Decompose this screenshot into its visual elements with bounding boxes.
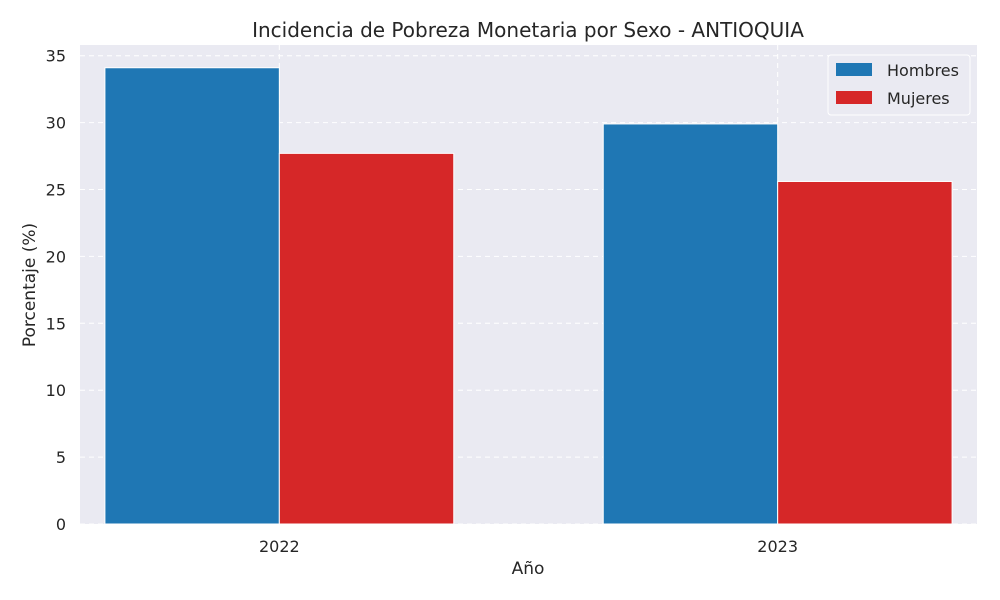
y-tick-label: 35 [46, 47, 66, 66]
x-tick-label: 2022 [259, 537, 300, 556]
bar-mujeres-2023 [777, 180, 953, 525]
legend-swatch-mujeres [836, 91, 872, 104]
y-tick-label: 25 [46, 181, 66, 200]
legend-label-mujeres: Mujeres [887, 89, 950, 108]
y-tick-label: 0 [56, 515, 66, 534]
y-tick-label: 20 [46, 247, 66, 266]
bar-hombres-2023 [602, 123, 779, 525]
y-tick-label: 5 [56, 448, 66, 467]
bar-mujeres-2022 [278, 152, 455, 525]
y-axis-label: Porcentaje (%) [20, 223, 40, 347]
x-tick-label: 2023 [757, 537, 798, 556]
y-tick-label: 10 [46, 381, 66, 400]
x-axis-ticks: 2022 2023 [259, 537, 798, 556]
y-tick-label: 30 [46, 114, 66, 133]
bars [104, 67, 953, 525]
legend: Hombres Mujeres [827, 54, 971, 116]
legend-swatch-hombres [836, 63, 872, 76]
legend-label-hombres: Hombres [887, 61, 959, 80]
y-axis-ticks: 0 5 10 15 20 25 30 35 [46, 47, 66, 534]
chart-title: Incidencia de Pobreza Monetaria por Sexo… [252, 18, 804, 42]
y-tick-label: 15 [46, 314, 66, 333]
x-axis-label: Año [512, 559, 545, 579]
bar-hombres-2022 [104, 67, 280, 525]
